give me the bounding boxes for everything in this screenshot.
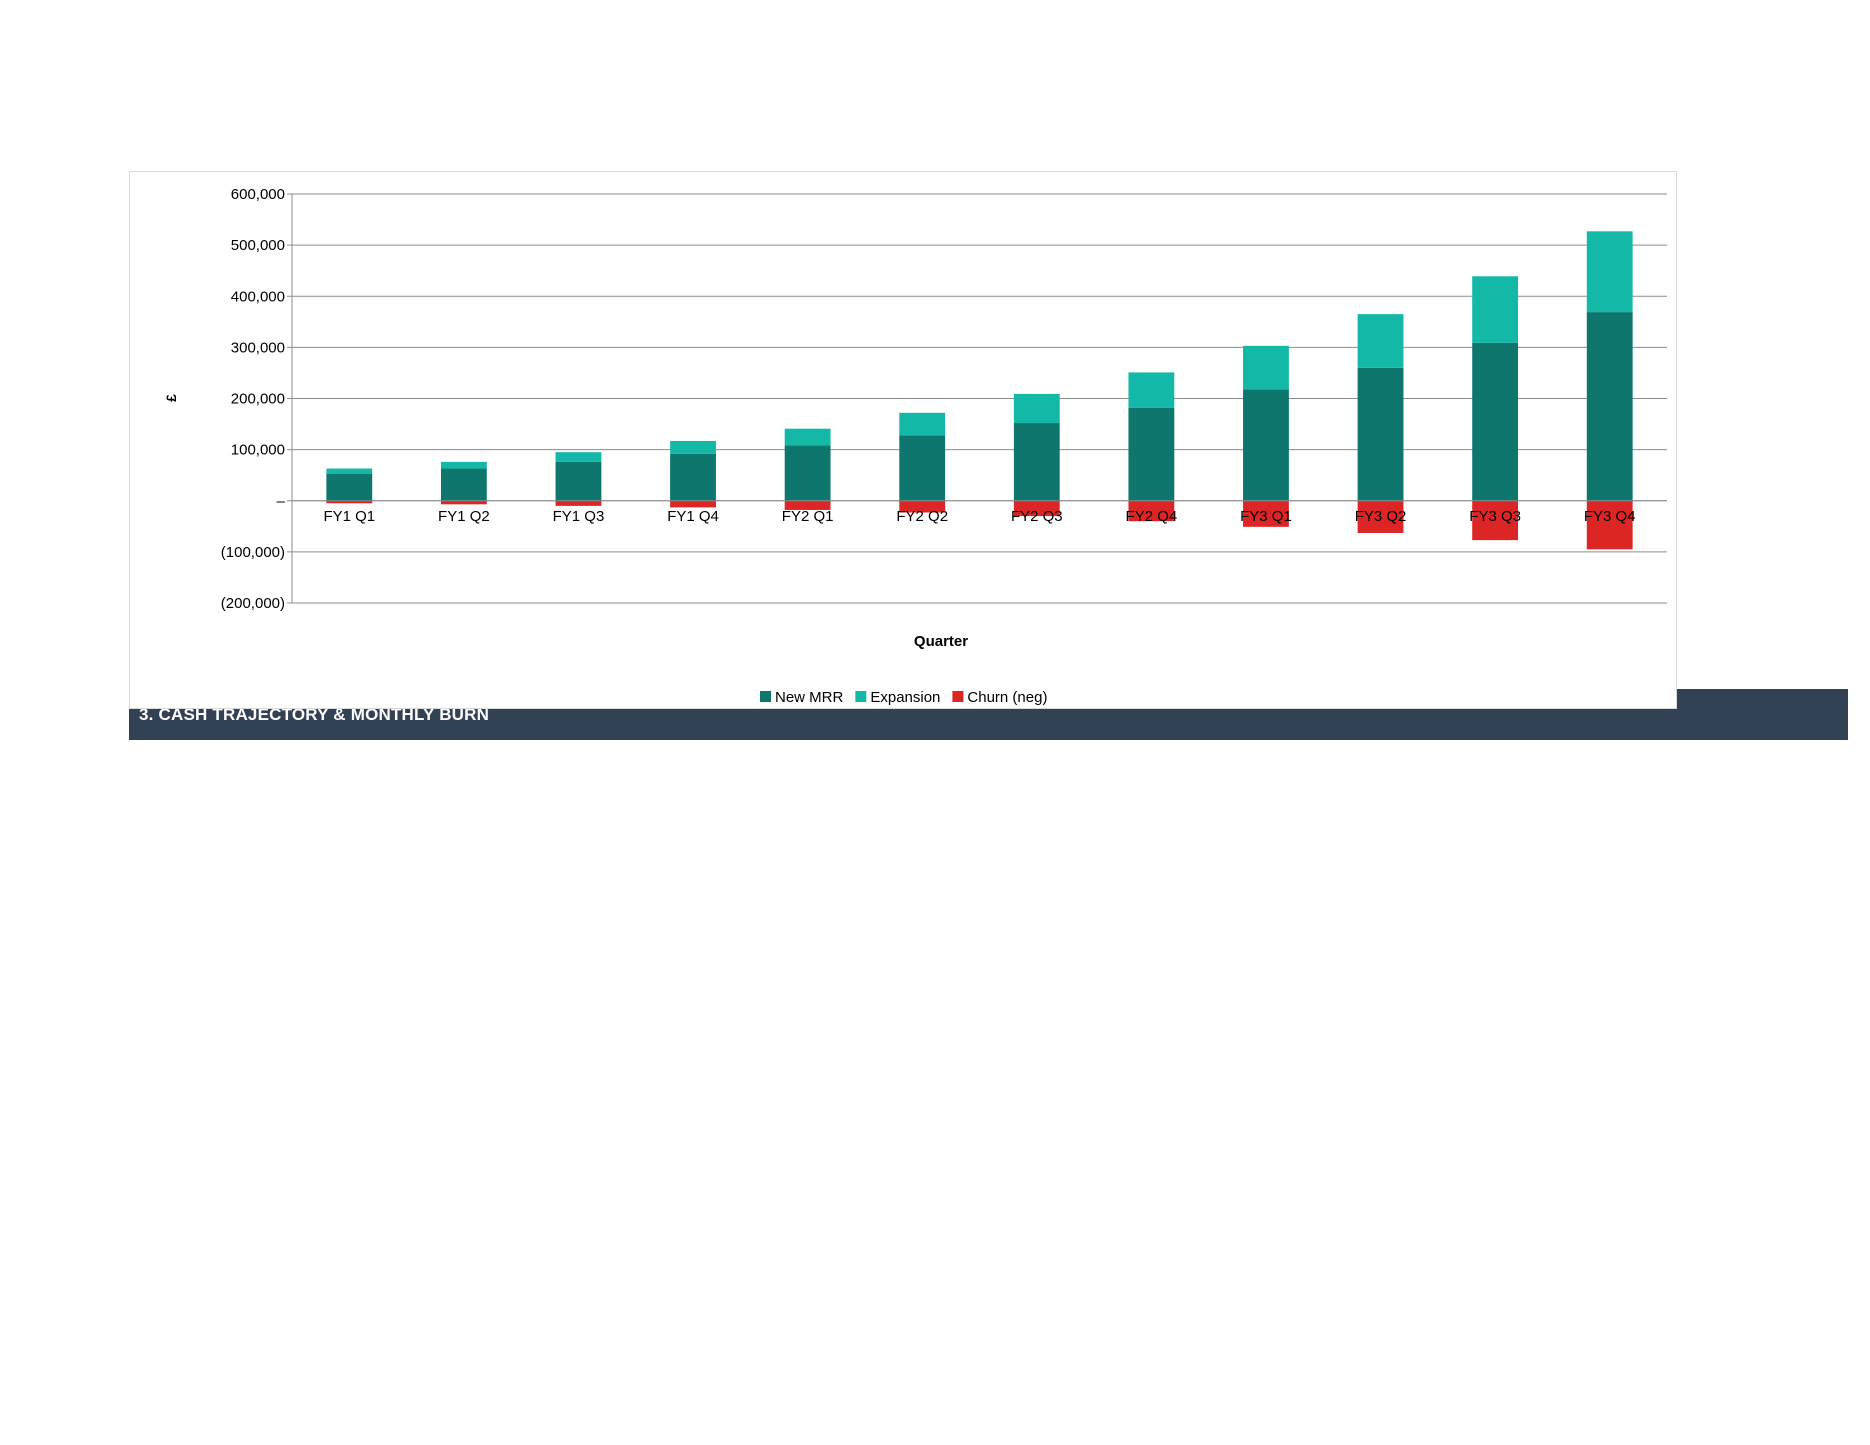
x-tick-label: FY1 Q2 <box>438 508 490 525</box>
bar-churn-neg <box>784 500 831 510</box>
y-tick-label: (100,000) <box>221 544 285 561</box>
bar-churn-neg <box>1357 500 1404 533</box>
legend-item: New MRR <box>760 689 844 706</box>
bar-expansion <box>326 468 373 474</box>
bar-expansion <box>555 452 602 462</box>
y-tick-label: 400,000 <box>231 288 285 305</box>
bar-expansion <box>1472 276 1519 343</box>
bar-new-mrr <box>1357 367 1404 501</box>
bar-churn-neg <box>899 500 946 513</box>
bar-new-mrr <box>1128 407 1175 501</box>
bar-new-mrr <box>899 435 946 501</box>
y-tick-label: 300,000 <box>231 339 285 356</box>
y-axis-label: £ <box>163 394 179 402</box>
legend-item: Churn (neg) <box>952 689 1047 706</box>
bar-new-mrr <box>1243 389 1289 501</box>
y-tick-label: 600,000 <box>231 186 285 203</box>
bar-churn-neg <box>326 500 373 504</box>
x-tick-label: FY1 Q4 <box>667 508 719 525</box>
bar-new-mrr <box>784 445 831 501</box>
x-tick-label: FY3 Q1 <box>1240 508 1292 525</box>
legend-swatch <box>760 691 771 702</box>
bar-expansion <box>1243 345 1289 390</box>
bar-new-mrr <box>326 473 373 501</box>
bar-expansion <box>1128 372 1175 408</box>
bar-churn-neg <box>1586 500 1633 550</box>
x-tick-label: FY3 Q3 <box>1469 508 1521 525</box>
x-tick-label: FY1 Q3 <box>553 508 605 525</box>
bar-churn-neg <box>1013 500 1060 517</box>
legend-label: Expansion <box>870 689 940 706</box>
bar-expansion <box>670 440 716 454</box>
legend-swatch <box>952 691 964 702</box>
bar-expansion <box>1586 231 1633 313</box>
bar-new-mrr <box>555 461 602 501</box>
legend-label: Churn (neg) <box>967 689 1047 706</box>
x-tick-label: FY2 Q4 <box>1126 508 1178 525</box>
bar-new-mrr <box>670 453 716 501</box>
legend-item: Expansion <box>855 689 940 706</box>
bar-new-mrr <box>1013 423 1060 501</box>
bar-churn-neg <box>555 500 602 506</box>
bar-new-mrr <box>440 468 487 501</box>
x-tick-label: FY3 Q2 <box>1355 508 1407 525</box>
bar-churn-neg <box>1243 500 1289 527</box>
y-tick-label: 200,000 <box>231 391 285 408</box>
bar-expansion <box>784 428 831 446</box>
y-tick-label: (200,000) <box>221 595 285 612</box>
bar-churn-neg <box>1128 500 1175 522</box>
x-tick-label: FY1 Q1 <box>323 508 375 525</box>
bar-expansion <box>899 412 946 436</box>
y-tick-label: – <box>277 493 286 510</box>
section-title: 3. CASH TRAJECTORY & MONTHLY BURN <box>139 705 490 724</box>
y-tick-label: 500,000 <box>231 237 285 254</box>
bar-expansion <box>1013 393 1060 424</box>
legend-swatch <box>855 691 867 702</box>
bar-expansion <box>1357 314 1404 368</box>
x-axis-label: Quarter <box>914 633 968 650</box>
bar-churn-neg <box>1472 500 1519 541</box>
bar-expansion <box>440 461 487 469</box>
x-tick-label: FY2 Q3 <box>1011 508 1063 525</box>
legend-label: New MRR <box>775 689 844 706</box>
bar-new-mrr <box>1586 312 1633 501</box>
bar-churn-neg <box>670 500 716 508</box>
bar-new-mrr <box>1472 342 1519 501</box>
x-tick-label: FY3 Q4 <box>1584 508 1636 525</box>
x-tick-label: FY2 Q1 <box>782 508 834 525</box>
bar-churn-neg <box>440 500 487 505</box>
y-tick-label: 100,000 <box>231 442 285 459</box>
x-tick-label: FY2 Q2 <box>896 508 948 525</box>
